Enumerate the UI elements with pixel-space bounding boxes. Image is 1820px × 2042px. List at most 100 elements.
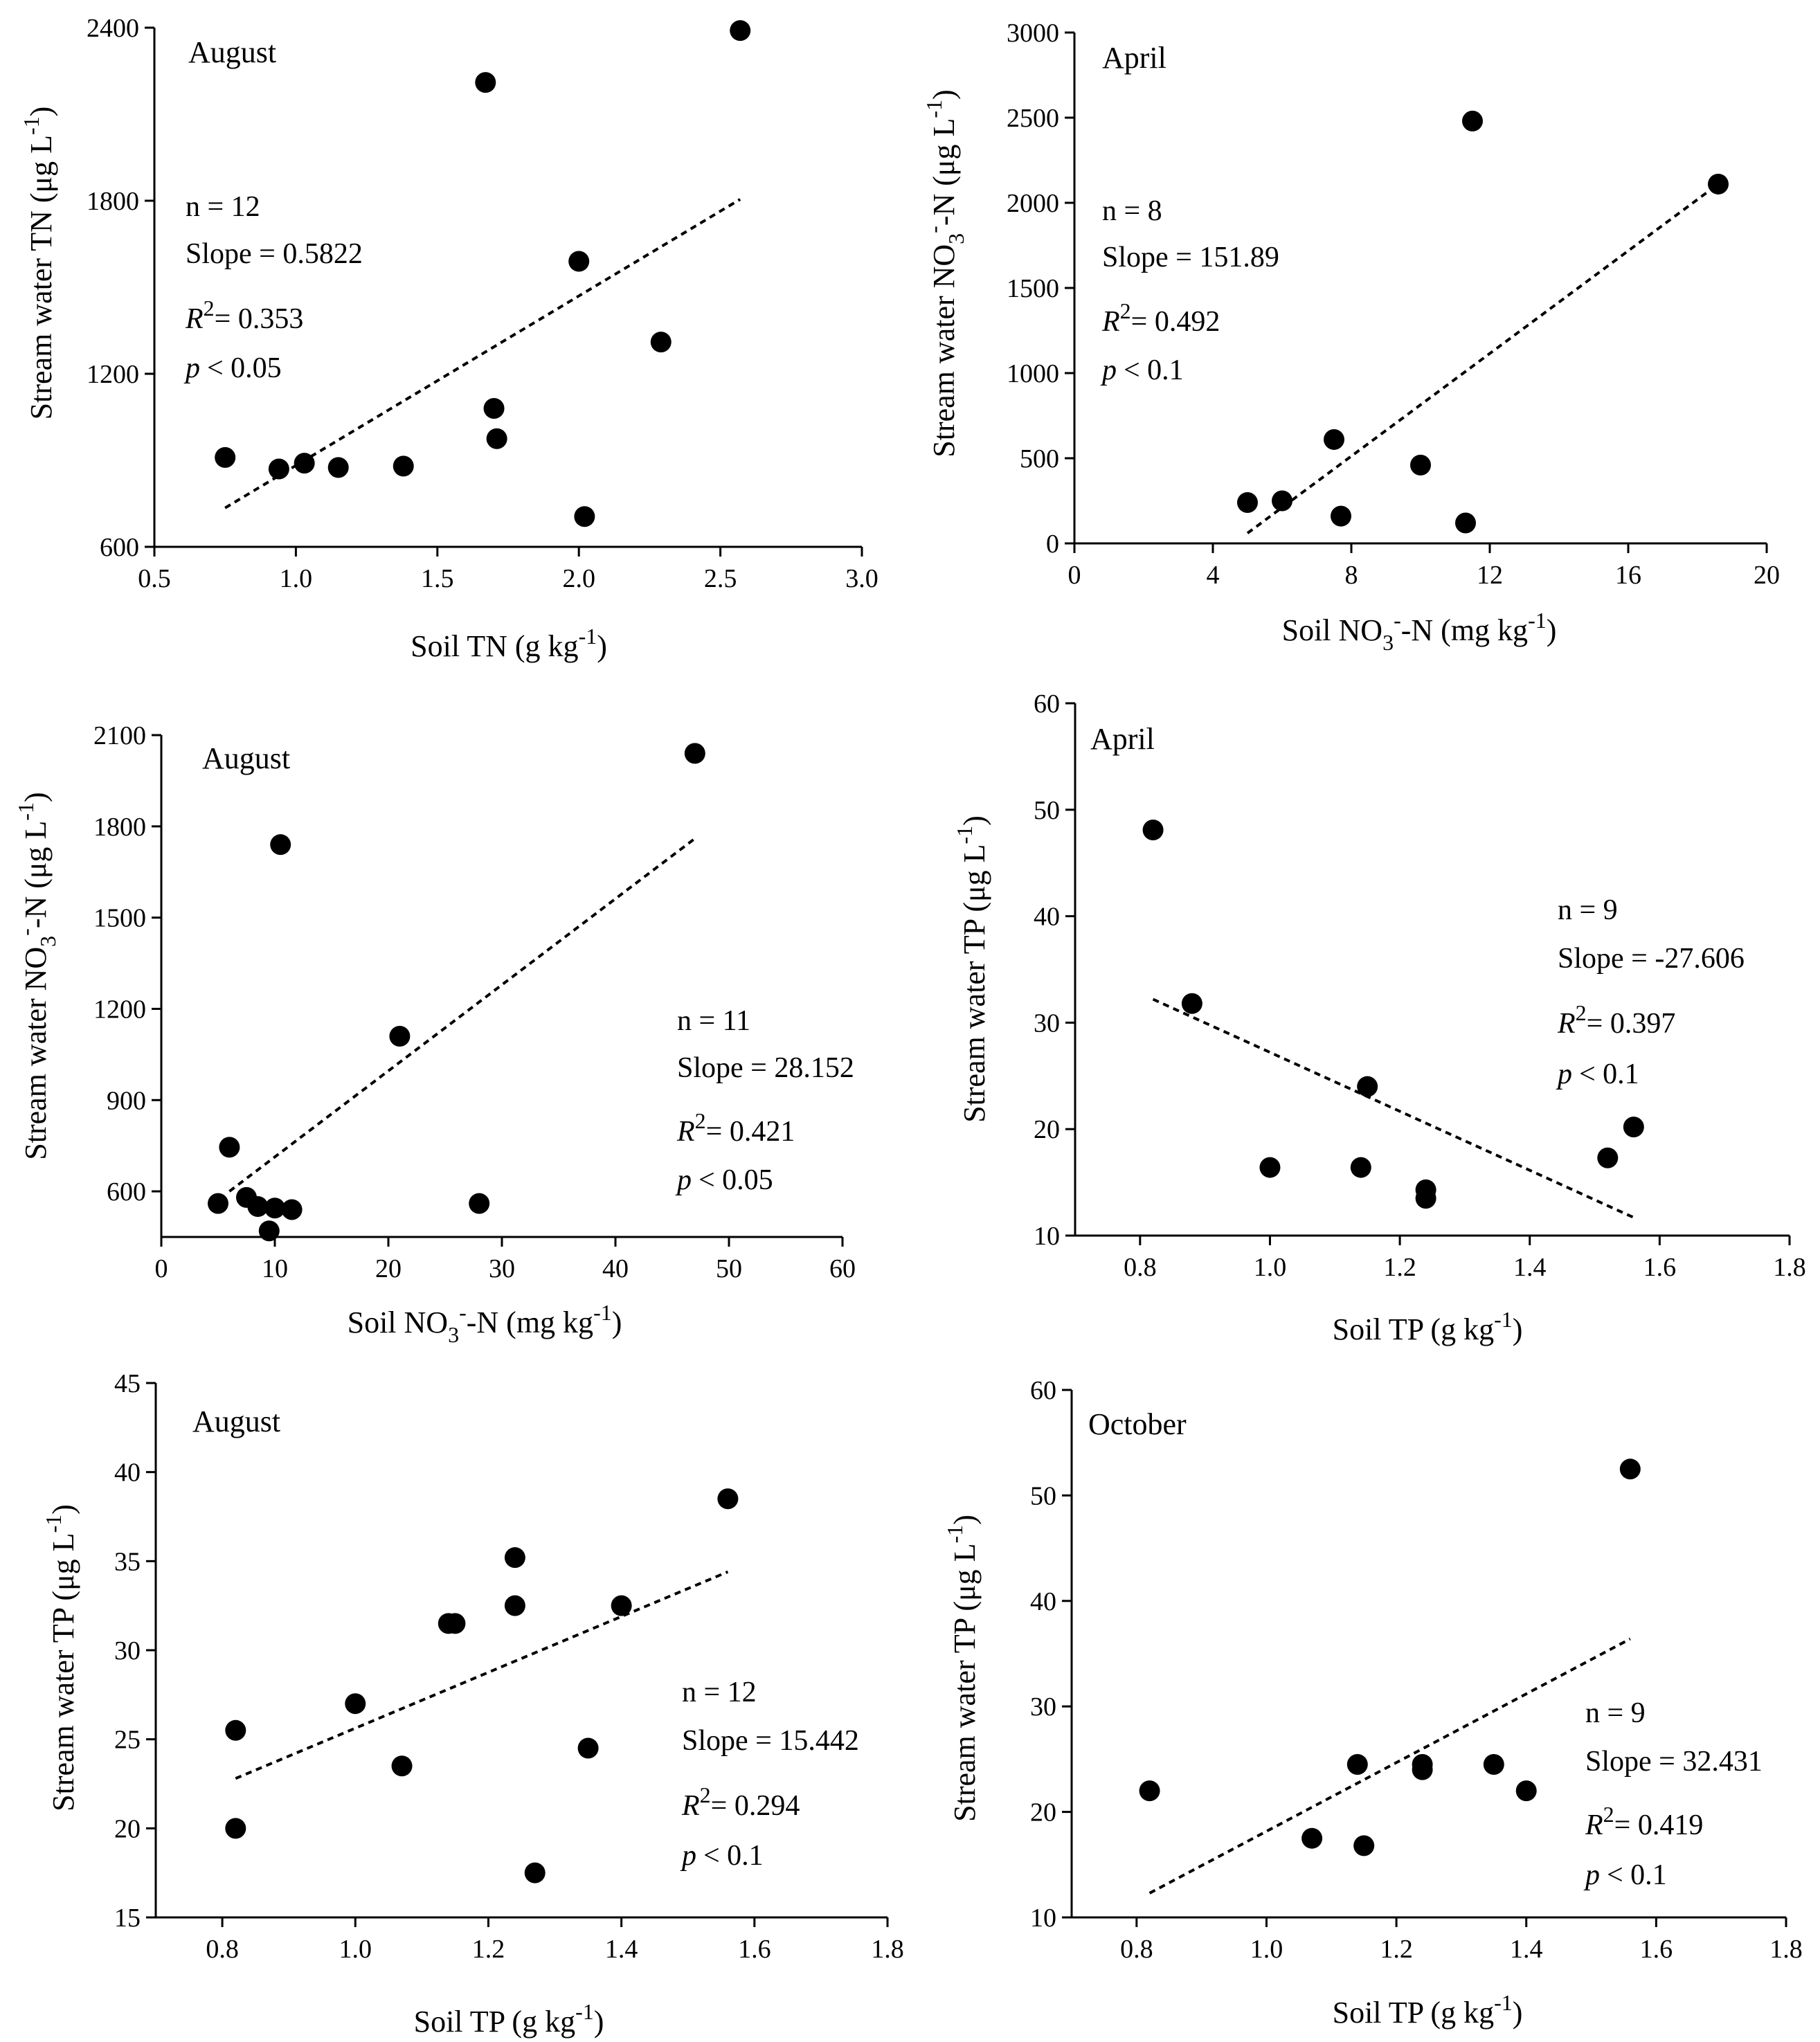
data-point: [730, 20, 751, 42]
y-tick-label: 1500: [1007, 274, 1059, 303]
p-value: < 0.05: [699, 1164, 773, 1196]
x-label-sup: -1: [1494, 1990, 1513, 2015]
p-letter: p: [1100, 354, 1117, 386]
data-point: [391, 1755, 413, 1777]
data-point: [1259, 1157, 1281, 1178]
data-point: [469, 1193, 490, 1214]
y-label-close: ): [957, 815, 991, 826]
y-tick-label: 1500: [93, 904, 146, 933]
data-point: [219, 1137, 240, 1158]
data-point: [504, 1547, 525, 1569]
p-value: < 0.1: [1579, 1058, 1639, 1090]
data-point: [684, 743, 705, 764]
month-label: April: [1102, 41, 1166, 75]
p-letter: p: [183, 352, 200, 384]
regression-line: [235, 1570, 729, 1780]
stat-r2: R2= 0.353: [185, 296, 303, 335]
y-tick-label: 10: [1030, 1904, 1056, 1933]
r2-value: = 0.421: [706, 1116, 795, 1148]
y-label-sup-minus: -: [921, 226, 946, 233]
x-tick-label: 3.0: [845, 564, 879, 593]
x-label-sup: -1: [579, 624, 597, 649]
y-axis-label: Stream water NO3--N (μg L-1): [921, 89, 968, 457]
plot-area: 0 500 1000 1500 2000 2500 3000 0 4 8 12 16 20: [1007, 19, 1780, 590]
plot-area: 15 20 25 30 35 40 45 0.8 1.0 1.2 1.4 1.6 1.8: [114, 1369, 904, 1964]
y-tick-label: 600: [100, 533, 139, 562]
y-label-main: Stream water NO: [927, 244, 961, 458]
y-tick-label: 30: [1034, 1009, 1060, 1038]
stat-p: p < 0.1: [1583, 1859, 1667, 1891]
stat-p: p < 0.1: [1100, 354, 1184, 386]
y-axis-label: Stream water NO3--N (μg L-1): [13, 792, 60, 1159]
y-tick-label: 60: [1030, 1376, 1056, 1405]
x-label-sup: -1: [593, 1300, 612, 1325]
plot-area: 600 1200 1800 2400 0.5 1.0 1.5 2.0 2.5 3.0: [87, 14, 879, 593]
data-point: [1412, 1754, 1433, 1776]
data-point: [393, 455, 414, 477]
x-label-close: ): [1513, 1996, 1523, 2030]
data-point: [1237, 491, 1258, 513]
data-point: [247, 1196, 269, 1218]
y-label-main: Stream water TP (μg L: [948, 1543, 982, 1821]
y-tick-label: 0: [1046, 530, 1059, 559]
y-tick-label: 1200: [93, 995, 146, 1024]
x-label-sup: -1: [575, 1999, 594, 2024]
y-label-sup: -1: [952, 826, 977, 844]
y-tick-label: 2000: [1007, 189, 1059, 218]
data-point: [1272, 490, 1292, 512]
y-label-close: ): [927, 89, 961, 100]
x-tick-label: 60: [829, 1254, 856, 1283]
x-tick-label: 0.8: [206, 1935, 239, 1964]
x-tick-label: 1.6: [1640, 1935, 1673, 1964]
plot-area: 10 20 30 40 50 60 0.8 1.0 1.2 1.4 1.6 1.8: [1030, 1376, 1803, 1964]
stat-r2: R2= 0.294: [681, 1782, 800, 1822]
y-label-tail: -N (μg L: [927, 118, 961, 226]
r2-value: = 0.397: [1587, 1008, 1676, 1040]
y-tick-label: 50: [1034, 796, 1060, 825]
p-letter: p: [1583, 1859, 1600, 1891]
x-tick-label: 1.4: [605, 1935, 638, 1964]
stat-r2: R2= 0.421: [676, 1108, 795, 1148]
r2-value: = 0.294: [711, 1790, 800, 1822]
p-letter: p: [1556, 1058, 1572, 1090]
r2-exponent: 2: [1120, 298, 1131, 323]
y-tick-label: 2100: [93, 721, 146, 750]
p-value: < 0.1: [1124, 354, 1184, 386]
regression-line: [1148, 1637, 1631, 1895]
data-point: [1324, 428, 1344, 450]
x-tick-label: 4: [1207, 561, 1220, 590]
x-tick-label: 1.6: [1643, 1253, 1677, 1282]
y-tick-label: 20: [1034, 1115, 1060, 1144]
data-point: [1462, 110, 1483, 132]
data-point: [577, 1737, 599, 1759]
data-point: [225, 1818, 246, 1839]
y-tick-label: 60: [1034, 689, 1060, 719]
data-point: [717, 1488, 739, 1510]
y-label-close: ): [24, 107, 58, 117]
y-label-sup: -1: [19, 116, 44, 135]
x-label-sup-minus: -: [459, 1300, 467, 1325]
regression-line: [1246, 183, 1720, 534]
data-point: [1455, 512, 1476, 534]
x-tick-label: 1.4: [1513, 1253, 1547, 1282]
stat-slope: Slope = 15.442: [682, 1725, 859, 1757]
x-tick-label: 1.0: [1254, 1253, 1287, 1282]
x-tick-label: 1.2: [1380, 1935, 1413, 1964]
r2-exponent: 2: [695, 1108, 706, 1133]
stat-slope: Slope = -27.606: [1558, 943, 1745, 975]
x-axis-label: Soil TP (g kg-1): [414, 1999, 604, 2039]
data-point: [327, 457, 349, 478]
stat-n: n = 12: [186, 191, 260, 223]
stat-slope: Slope = 0.5822: [186, 238, 363, 270]
stat-p: p < 0.1: [1556, 1058, 1639, 1090]
stat-r2: R2= 0.397: [1557, 1000, 1675, 1040]
y-label-main: Stream water TP (μg L: [957, 844, 991, 1122]
x-axis-label: Soil TP (g kg-1): [1333, 1307, 1523, 1346]
x-tick-label: 1.6: [738, 1935, 771, 1964]
x-tick-label: 30: [489, 1254, 515, 1283]
x-tick-label: 0: [155, 1254, 168, 1283]
stat-r2: R2= 0.492: [1101, 298, 1220, 338]
stat-n: n = 12: [682, 1677, 757, 1708]
data-point: [264, 1198, 285, 1219]
y-label-main: Stream water TN (μg L: [24, 135, 58, 419]
